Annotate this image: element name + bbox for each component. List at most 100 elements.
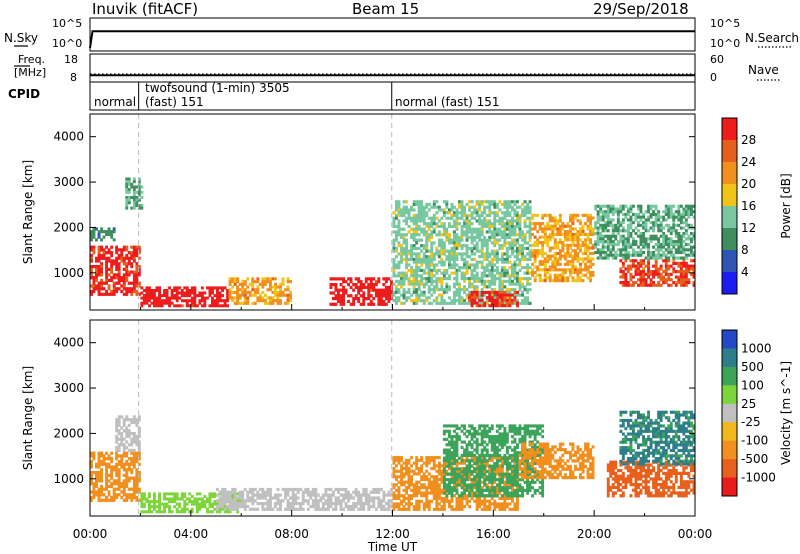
velocity-cell — [198, 507, 202, 511]
velocity-cell — [415, 483, 419, 487]
velocity-cell — [90, 454, 93, 458]
power-cell — [163, 299, 166, 303]
power-region-4 — [140, 286, 229, 308]
power-cell — [674, 261, 678, 265]
power-cell — [528, 211, 532, 215]
velocity-cell — [402, 480, 406, 484]
velocity-cell — [374, 496, 378, 500]
power-cell — [422, 293, 426, 297]
power-cell — [402, 257, 406, 261]
power-cell — [203, 304, 207, 308]
velocity-cell — [248, 487, 252, 492]
velocity-cell — [417, 499, 421, 503]
power-cell — [674, 234, 678, 238]
power-cell — [458, 244, 461, 248]
power-cell — [500, 266, 504, 270]
power-cell — [125, 182, 129, 186]
power-cell — [473, 301, 477, 305]
power-cell — [450, 216, 454, 220]
velocity-cell — [505, 505, 509, 509]
power-cell — [518, 249, 522, 253]
velocity-cell — [425, 494, 429, 498]
velocity-cell — [498, 475, 502, 479]
velocity-cell — [306, 490, 310, 494]
power-cell — [357, 280, 361, 284]
power-cell — [460, 224, 464, 228]
velocity-cell — [395, 483, 398, 487]
power-cell — [440, 263, 444, 267]
power-cell — [427, 224, 431, 228]
velocity-cell — [455, 507, 459, 511]
power-cell — [453, 260, 456, 264]
power-cell — [647, 256, 650, 260]
velocity-cell — [395, 456, 398, 460]
power-cell — [616, 215, 620, 219]
velocity-cell — [387, 490, 391, 494]
power-cell — [142, 299, 146, 303]
power-cell — [566, 279, 570, 283]
power-cell — [115, 265, 119, 269]
velocity-cell — [407, 469, 411, 473]
power-cell — [594, 223, 598, 227]
power-cell — [556, 260, 560, 264]
velocity-cell — [223, 487, 227, 492]
power-cell — [511, 282, 514, 286]
power-cell — [430, 293, 434, 297]
velocity-cell — [132, 459, 136, 464]
power-cell — [687, 237, 691, 241]
power-cell — [132, 245, 136, 249]
power-cell — [216, 301, 219, 305]
velocity-cell — [485, 483, 489, 487]
power-cell — [546, 254, 550, 258]
power-cell — [692, 251, 696, 255]
nsky-series — [89, 30, 695, 49]
velocity-cell — [122, 446, 126, 450]
power-cell — [435, 268, 439, 272]
power-cell — [692, 275, 696, 279]
power-cell — [518, 227, 522, 231]
power-cell — [657, 248, 661, 252]
power-cell — [637, 253, 640, 257]
power-cell — [185, 299, 189, 303]
power-cell — [412, 301, 416, 305]
power-cell — [601, 256, 605, 260]
power-cell — [596, 242, 600, 246]
power-cell — [657, 281, 661, 285]
power-cell — [480, 277, 484, 281]
power-cell — [579, 265, 582, 269]
velocity-cell — [130, 471, 134, 475]
power-cell — [528, 208, 532, 212]
power-cell — [548, 235, 552, 239]
power-cell — [599, 207, 603, 211]
velocity-cell — [107, 498, 111, 502]
velocity-cell — [495, 502, 499, 506]
power-cell — [279, 285, 282, 289]
power-cell — [468, 301, 471, 305]
power-cell — [493, 216, 497, 220]
velocity-cell — [437, 456, 441, 460]
power-cell — [589, 246, 592, 250]
velocity-cell — [382, 504, 386, 509]
power-cell — [475, 290, 479, 294]
power-cell — [669, 212, 673, 216]
velocity-cell — [327, 504, 330, 509]
power-cell — [503, 252, 507, 256]
power-cell — [541, 249, 545, 253]
power-cell — [591, 273, 595, 277]
velocity-cell — [422, 502, 426, 506]
power-cell — [521, 285, 524, 289]
power-cell — [662, 253, 666, 257]
power-cell — [395, 238, 398, 242]
power-cell — [337, 294, 340, 298]
power-cell — [241, 285, 245, 289]
velocity-cell — [163, 495, 166, 498]
power-cell — [90, 256, 93, 260]
velocity-cell — [407, 486, 411, 490]
power-cell — [200, 286, 204, 290]
power-cell — [453, 235, 456, 239]
velocity-cell — [132, 462, 136, 466]
power-cell — [511, 230, 514, 234]
power-cell — [543, 273, 547, 277]
power-cell — [692, 281, 696, 285]
power-cell — [233, 280, 237, 284]
